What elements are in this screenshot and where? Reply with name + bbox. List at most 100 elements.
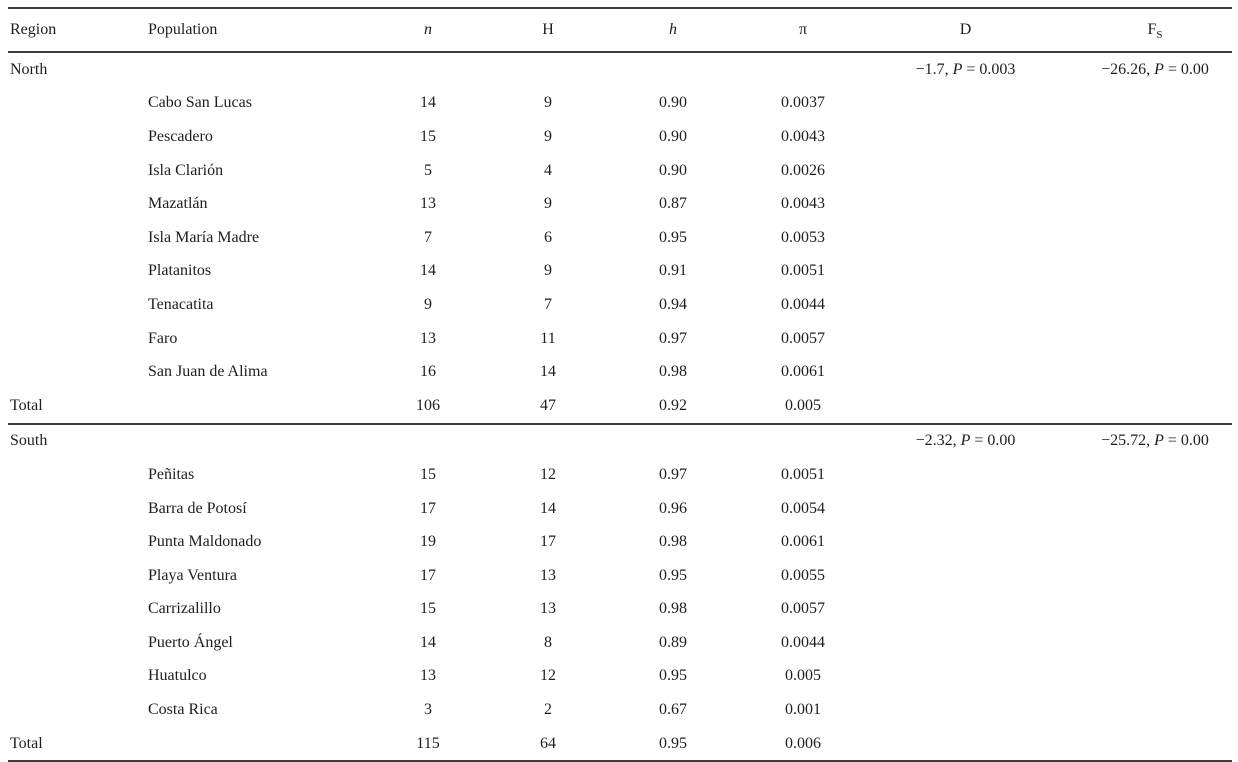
cell-h: 0.98 <box>659 600 687 618</box>
cell-pi <box>753 424 853 459</box>
cell-population: Mazatlán <box>148 195 208 213</box>
cell-region <box>8 221 148 255</box>
cell-h: 0.95 <box>659 734 687 752</box>
cell-h: 0.91 <box>659 262 687 280</box>
cell-region <box>8 255 148 289</box>
cell-population: Huatulco <box>148 667 207 685</box>
text-segment: = 0.003 <box>962 60 1016 78</box>
cell-H: 2 <box>544 701 552 719</box>
table-row-data: Isla María Madre 7 6 0.95 0.0053 <box>8 221 1232 255</box>
cell-pi: 0.0044 <box>781 633 825 651</box>
italic-text: h <box>669 21 677 38</box>
text-segment: −25.72, <box>1101 432 1155 450</box>
cell-H: 9 <box>544 94 552 112</box>
cell-n: 3 <box>424 701 432 719</box>
cell-pi: 0.0057 <box>781 329 825 347</box>
column-header-D: D <box>853 8 1078 52</box>
cell-H: 11 <box>540 329 556 347</box>
cell-pi: 0.0061 <box>781 363 825 381</box>
table-row-total: Total 106 47 0.92 0.005 <box>8 389 1232 424</box>
italic-text: n <box>424 21 432 38</box>
cell-D <box>853 187 1078 221</box>
cell-H: 12 <box>540 465 556 483</box>
cell-D: −1.7, P = 0.003 <box>853 52 1078 87</box>
cell-D <box>853 559 1078 593</box>
cell-pi: 0.0057 <box>781 600 825 618</box>
cell-population: Barra de Potosí <box>148 499 247 517</box>
cell-D <box>853 693 1078 727</box>
table-row-data: Costa Rica 3 2 0.67 0.001 <box>8 693 1232 727</box>
cell-n: 14 <box>420 94 436 112</box>
cell-h: 0.87 <box>659 195 687 213</box>
cell-population: Carrizalillo <box>148 600 221 618</box>
table-row-data: Huatulco 13 12 0.95 0.005 <box>8 660 1232 694</box>
cell-h <box>593 52 753 87</box>
cell-D <box>853 87 1078 121</box>
column-header-H: H <box>503 8 593 52</box>
cell-D <box>853 727 1078 762</box>
cell-D <box>853 154 1078 188</box>
cell-FS: −26.26, P = 0.00 <box>1078 52 1232 87</box>
column-header-population: Population <box>148 8 353 52</box>
column-header-FS: FS <box>1078 8 1232 52</box>
column-header-n: n <box>353 8 503 52</box>
text-segment: = 0.00 <box>1163 60 1209 78</box>
cell-population: San Juan de Alima <box>148 363 268 381</box>
table-row-data: Peñitas 15 12 0.97 0.0051 <box>8 458 1232 492</box>
cell-pi <box>753 52 853 87</box>
italic-text: P <box>960 432 971 450</box>
cell-population: Faro <box>148 329 178 347</box>
cell-D <box>853 355 1078 389</box>
text-segment: −26.26, <box>1101 60 1155 78</box>
cell-n: 13 <box>420 329 436 347</box>
cell-FS <box>1078 355 1232 389</box>
cell-population: Platanitos <box>148 262 212 280</box>
cell-region <box>8 120 148 154</box>
cell-population: Peñitas <box>148 465 195 483</box>
cell-FS <box>1078 187 1232 221</box>
cell-FS <box>1078 389 1232 424</box>
cell-H <box>503 52 593 87</box>
cell-H: 6 <box>544 228 552 246</box>
cell-population: Puerto Ángel <box>148 633 233 651</box>
cell-h: 0.95 <box>659 667 687 685</box>
column-header-region: Region <box>8 8 148 52</box>
cell-FS <box>1078 693 1232 727</box>
cell-FS <box>1078 593 1232 627</box>
cell-pi: 0.0051 <box>781 262 825 280</box>
cell-region <box>8 693 148 727</box>
cell-pi: 0.0053 <box>781 228 825 246</box>
table-row-data: Tenacatita 9 7 0.94 0.0044 <box>8 288 1232 322</box>
cell-region: Total <box>10 396 43 414</box>
italic-text: P <box>1154 60 1164 78</box>
table-row-data: Platanitos 14 9 0.91 0.0051 <box>8 255 1232 289</box>
cell-h: 0.92 <box>659 396 687 414</box>
cell-FS <box>1078 255 1232 289</box>
cell-FS <box>1078 660 1232 694</box>
cell-population: Costa Rica <box>148 701 218 719</box>
cell-n: 15 <box>420 465 436 483</box>
cell-population <box>148 424 353 459</box>
cell-H: 8 <box>544 633 552 651</box>
cell-region <box>8 626 148 660</box>
cell-pi: 0.0055 <box>781 566 825 584</box>
text-segment: Population <box>148 21 218 38</box>
cell-population <box>148 52 353 87</box>
cell-pi: 0.0026 <box>781 161 825 179</box>
cell-pi: 0.0043 <box>781 195 825 213</box>
italic-text: P <box>1154 432 1164 450</box>
column-header-h: h <box>593 8 753 52</box>
table-row-data: Puerto Ángel 14 8 0.89 0.0044 <box>8 626 1232 660</box>
text-segment: π <box>798 21 808 38</box>
table-row-section: South −2.32, P = 0.00 −25.72, P = 0.00 <box>8 423 1232 459</box>
table-row-data: Punta Maldonado 19 17 0.98 0.0061 <box>8 525 1232 559</box>
text-segment: H <box>542 21 554 38</box>
cell-D <box>853 120 1078 154</box>
cell-region <box>8 87 148 121</box>
cell-pi: 0.0044 <box>781 295 825 313</box>
cell-H: 13 <box>540 600 556 618</box>
cell-region <box>8 154 148 188</box>
text-segment: = 0.00 <box>1163 432 1209 450</box>
cell-region <box>8 288 148 322</box>
